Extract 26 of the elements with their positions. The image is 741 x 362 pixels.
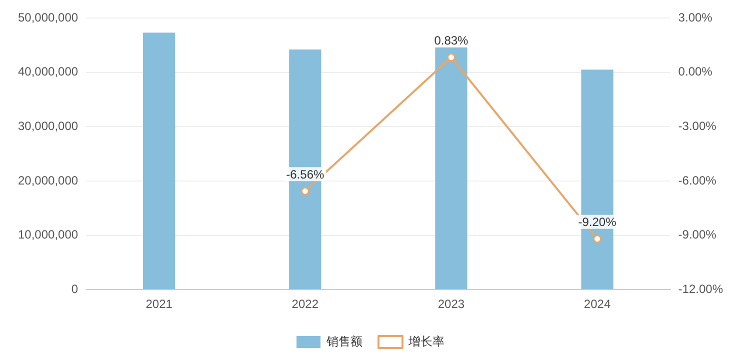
data-label: -6.56% [286, 167, 324, 182]
bar [143, 32, 176, 290]
legend-label: 增长率 [408, 334, 444, 348]
point [300, 186, 310, 196]
x-tick-label: 2022 [292, 297, 319, 312]
y-tick-label: 40,000,000 [18, 64, 78, 79]
x-tick-label: 2024 [584, 297, 611, 312]
x-tick-label: 2023 [438, 297, 465, 312]
x-tick-label: 2021 [146, 297, 173, 312]
y-tick-label: 20,000,000 [18, 173, 78, 188]
point [446, 53, 456, 62]
y2-tick-label: -6.00% [678, 173, 717, 188]
y2-tick-label: -12.00% [678, 282, 724, 296]
y-tick-label: 30,000,000 [18, 118, 78, 133]
y2-tick-label: 0.00% [678, 64, 713, 79]
y2-tick-label: -3.00% [678, 118, 717, 133]
data-label: 0.83% [434, 34, 469, 48]
y2-tick-label: 3.00% [678, 10, 713, 24]
legend-label: 销售额 [326, 334, 362, 348]
y-tick-label: 10,000,000 [18, 228, 78, 242]
y-tick-label: 50,000,000 [18, 10, 78, 24]
y2-tick-label: -9.00% [678, 228, 717, 242]
data-label: -9.20% [578, 215, 617, 230]
bar [435, 47, 468, 290]
point [593, 234, 602, 244]
y-tick-label: 0 [71, 282, 78, 296]
